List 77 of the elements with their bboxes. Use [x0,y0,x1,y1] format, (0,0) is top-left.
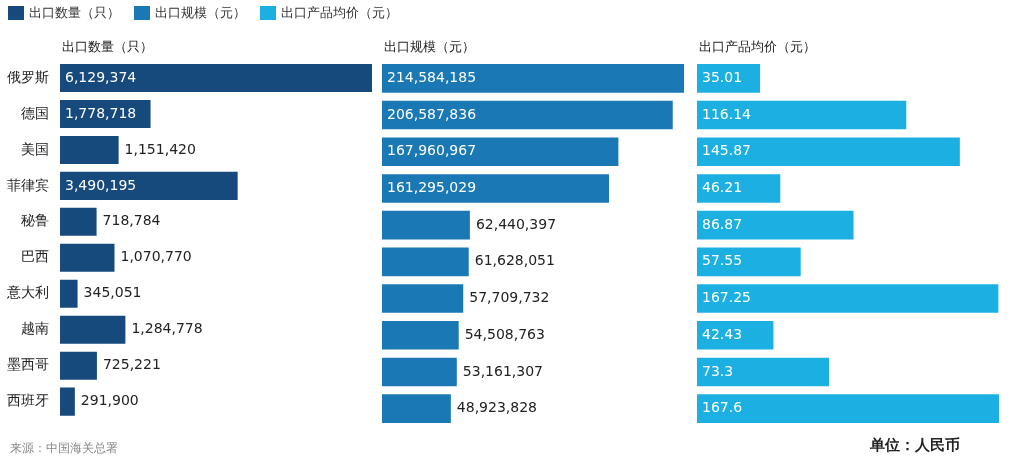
y-tick-label: 菲律宾 [7,176,49,193]
data-label: 53,161,307 [462,362,543,379]
bar [697,284,999,313]
data-label: 167.6 [702,399,743,416]
bar [697,100,907,130]
data-label: 345,051 [83,284,142,301]
y-tick-label: 墨西哥 [7,356,49,373]
bar [382,394,451,423]
legend-label: 出口产品均价（元） [281,4,398,22]
data-label: 116.14 [702,105,752,122]
text: 单位：人民币 [870,436,960,455]
bar [60,171,238,200]
chart-title: 出口规模（元） [384,39,475,55]
bar [697,247,801,277]
y-tick-label: 美国 [21,140,49,157]
data-label: 167.25 [702,289,751,306]
bar [60,279,78,308]
data-label: 1,070,770 [120,248,192,265]
data-label: 3,490,195 [65,176,137,193]
bar [382,320,459,350]
bar [60,243,115,272]
data-label: 62,440,397 [475,215,557,232]
bar [382,210,470,240]
bar [697,357,830,387]
legend-label: 出口规模（元） [155,4,246,22]
data-label: 73.3 [702,362,734,379]
bar [382,64,684,93]
chart-title: 出口数量（只） [62,39,153,55]
data-label: 1,778,718 [65,104,137,121]
bar [697,137,960,167]
data-label: 57,709,732 [469,289,550,306]
data-label: 725,221 [102,356,161,373]
y-tick-label: 俄罗斯 [7,68,49,85]
bar [697,64,761,93]
y-tick-label: 巴西 [21,248,49,265]
y-tick-label: 越南 [21,320,49,337]
data-label: 167,960,967 [387,142,477,159]
bar [382,247,469,277]
data-label: 6,129,374 [65,68,137,85]
data-label: 145.87 [702,142,751,159]
data-label: 54,508,763 [464,325,545,342]
bar [60,63,372,92]
data-label: 48,923,828 [456,399,538,416]
data-label: 35.01 [702,68,743,85]
data-label: 42.43 [702,325,743,342]
source-note: 来源：中国海关总署 [10,440,118,457]
data-label: 86.87 [702,215,743,232]
data-label: 161,295,029 [387,179,477,196]
bar [382,100,673,130]
data-label: 57.55 [702,252,743,269]
data-label: 718,784 [102,212,161,229]
data-label: 291,900 [80,392,139,409]
bar [697,320,774,350]
bar [60,315,126,344]
y-tick-label: 德国 [21,104,49,121]
data-label: 214,584,185 [387,68,477,85]
chart-title: 出口产品均价（元） [699,39,816,55]
data-label: 206,587,836 [387,105,477,122]
data-label: 61,628,051 [474,252,555,269]
bar [382,137,619,167]
bar [697,210,854,240]
bar [382,174,609,203]
bar [60,351,97,380]
bar [60,387,75,416]
data-label: 1,151,420 [124,140,196,157]
bar [60,135,119,164]
bar [697,174,781,203]
data-label: 46.21 [702,179,743,196]
y-tick-label: 意大利 [6,284,49,301]
legend-label: 出口数量（只） [29,4,120,22]
bar [60,207,97,236]
bar [697,394,999,423]
y-tick-label: 秘鲁 [21,212,49,229]
bar [382,284,464,313]
y-tick-label: 西班牙 [7,392,49,409]
data-label: 1,284,778 [131,320,203,337]
bar [382,357,457,387]
